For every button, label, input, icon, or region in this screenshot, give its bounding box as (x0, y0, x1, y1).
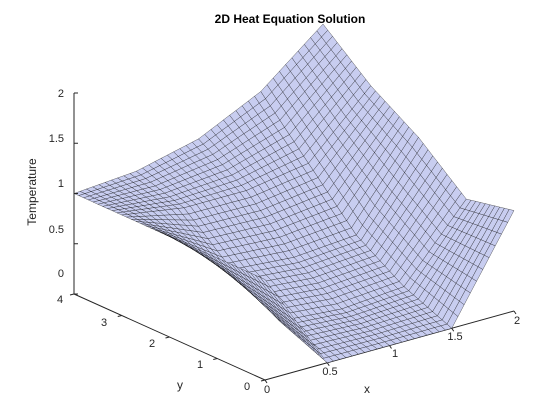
y-tick-label: 0 (244, 381, 250, 393)
z-tick-label: 1.5 (49, 133, 64, 145)
y-tick-label: 1 (197, 359, 203, 371)
z-tick-label: 2 (58, 88, 64, 100)
chart-title: 2D Heat Equation Solution (215, 12, 366, 26)
y-tick-label: 3 (101, 317, 107, 329)
z-tick-label: 0.5 (49, 224, 64, 236)
x-tick-label: 1.5 (447, 331, 462, 343)
y-axis-label: y (177, 378, 183, 392)
x-axis-label: x (364, 382, 370, 396)
x-tick-label: 2 (514, 315, 520, 327)
y-tick-label: 4 (57, 294, 63, 306)
z-tick-label: 1 (58, 178, 64, 190)
x-tick-label: 1 (392, 348, 398, 360)
y-tick-label: 2 (149, 338, 155, 350)
z-axis-label: Temperature (25, 158, 39, 226)
x-tick-label: 0.5 (322, 366, 337, 378)
x-tick-label: 0 (264, 384, 270, 396)
z-tick-label: 0 (58, 268, 64, 280)
